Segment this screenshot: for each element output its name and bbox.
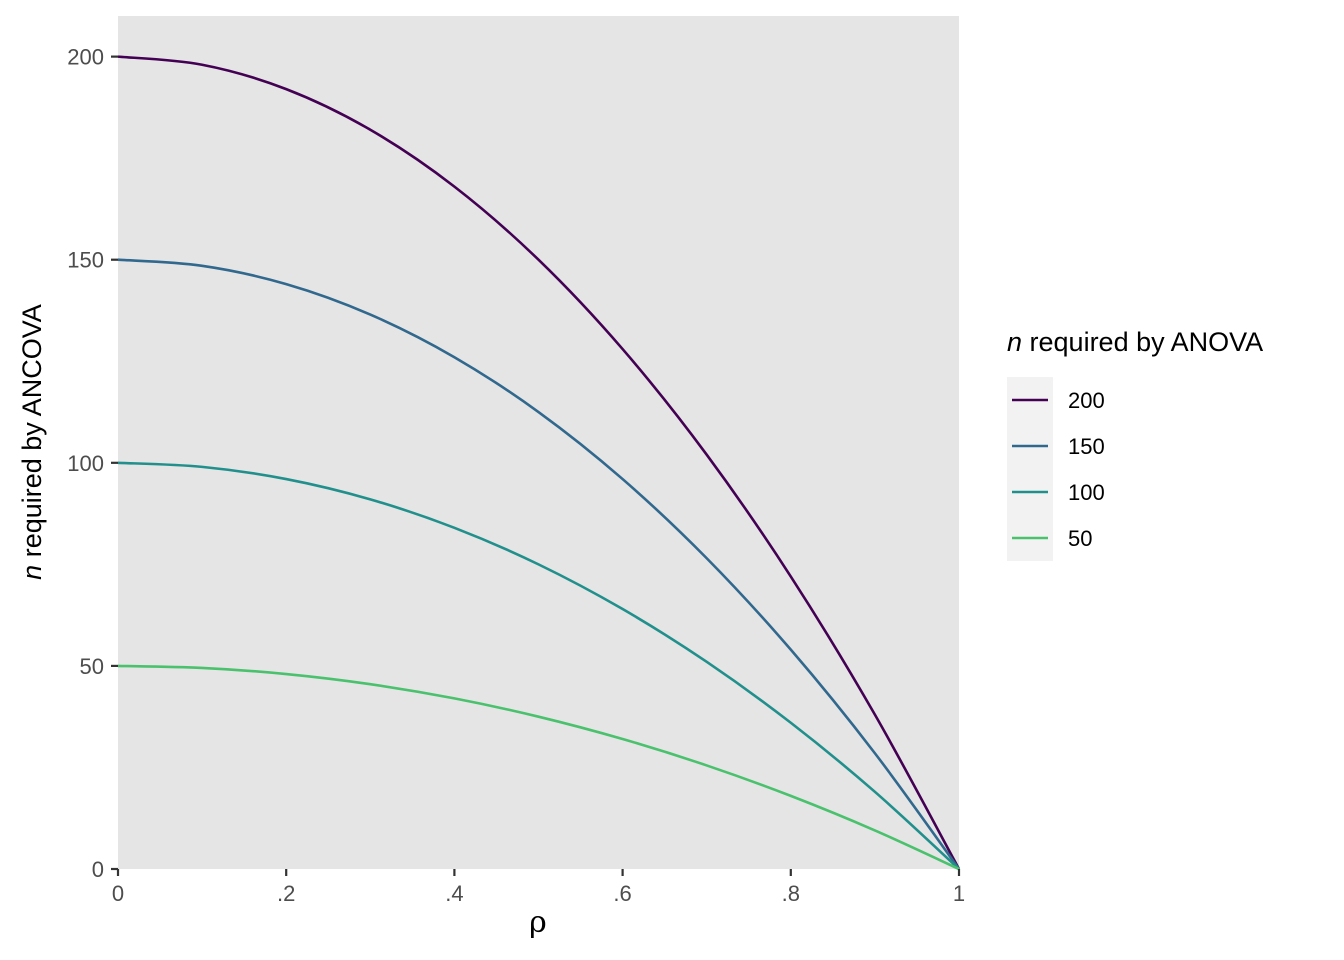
series-line-100 <box>117 461 960 870</box>
y-tick-label: 0 <box>92 857 104 882</box>
legend-label-150: 150 <box>1068 434 1105 459</box>
y-axis-title-italic: n <box>17 565 47 580</box>
series-line-200 <box>117 55 961 870</box>
axis-layer: 0 50 100 150 200 0 .2 .4 .6 .8 1 <box>67 45 965 906</box>
y-tick-label: 200 <box>67 45 104 70</box>
y-tick-label: 100 <box>67 451 104 476</box>
series-line-50 <box>117 664 960 871</box>
legend-title-italic: n <box>1007 327 1022 357</box>
x-tick-label: .4 <box>445 881 463 906</box>
series-line-150 <box>117 258 961 870</box>
x-axis-title: ρ <box>529 905 547 940</box>
legend-label-200: 200 <box>1068 388 1105 413</box>
y-axis-title-rest: required by ANCOVA <box>17 304 47 565</box>
x-tick-label: .8 <box>782 881 800 906</box>
y-tick-label: 150 <box>67 248 104 273</box>
legend: n required by ANOVA 200 150 100 50 <box>1007 327 1263 561</box>
series-layer <box>117 55 961 871</box>
legend-label-100: 100 <box>1068 480 1105 505</box>
legend-items: 200 150 100 50 <box>1012 388 1105 551</box>
y-tick-label: 50 <box>80 654 104 679</box>
x-tick-label: .6 <box>613 881 631 906</box>
x-tick-label: .2 <box>277 881 295 906</box>
x-tick-label: 0 <box>112 881 124 906</box>
x-tick-label: 1 <box>953 881 965 906</box>
legend-title-rest: required by ANOVA <box>1022 327 1263 357</box>
plot-panel <box>118 16 959 869</box>
legend-key-background <box>1007 377 1053 561</box>
legend-label-50: 50 <box>1068 526 1092 551</box>
y-axis-title: n required by ANCOVA <box>17 304 47 580</box>
legend-title: n required by ANOVA <box>1007 327 1263 357</box>
